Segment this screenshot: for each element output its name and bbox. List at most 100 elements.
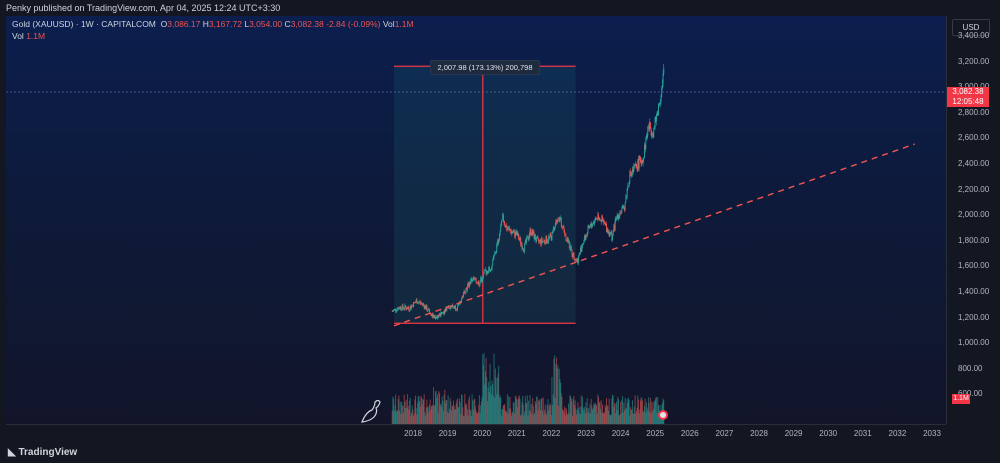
candle-body	[608, 231, 609, 234]
candle-body	[542, 241, 544, 242]
volume-bar	[509, 396, 511, 424]
candle-body	[546, 241, 548, 243]
candle-body	[534, 234, 536, 240]
volume-bar	[568, 403, 570, 424]
volume-bar	[598, 402, 600, 424]
candle-body	[414, 302, 416, 304]
candle-body	[522, 248, 524, 250]
candle-body	[465, 287, 467, 293]
candle-body	[477, 281, 479, 284]
volume-bar	[453, 406, 455, 424]
candle-body	[454, 305, 456, 309]
candle-body	[543, 240, 545, 242]
dino-icon	[361, 399, 381, 423]
volume-bar	[449, 398, 451, 424]
volume-bar	[611, 398, 613, 424]
candle-body	[446, 306, 448, 311]
candle-body	[586, 233, 588, 237]
candle-body	[560, 217, 562, 226]
measure-label[interactable]: 2,007.98 (173.13%) 200,798	[430, 60, 540, 75]
time-axis[interactable]	[6, 424, 946, 443]
candle-body	[602, 216, 604, 221]
volume-bar	[448, 412, 450, 424]
volume-bar	[557, 365, 559, 424]
volume-bar	[484, 384, 486, 424]
candle-body	[584, 235, 586, 241]
candles	[391, 63, 665, 320]
volume-bar	[645, 402, 647, 424]
candle-body	[564, 234, 566, 236]
candle-body	[415, 302, 417, 303]
volume-bar	[441, 396, 443, 424]
candle-body	[588, 225, 590, 228]
candle-body	[427, 310, 429, 312]
candle-body	[644, 144, 645, 158]
volume-bar	[594, 402, 596, 424]
candle-body	[612, 231, 614, 236]
high-label: H	[202, 19, 209, 29]
candle-body	[529, 229, 531, 236]
volume-bar	[444, 403, 446, 424]
volume-bar	[461, 395, 463, 424]
volume-bar	[651, 401, 653, 424]
candle-body	[596, 218, 598, 220]
volume-bar	[518, 396, 520, 424]
currency-button[interactable]: USD	[952, 19, 990, 36]
time-tick-label: 2019	[438, 429, 457, 438]
chart-area[interactable]	[6, 16, 946, 424]
candle-body	[397, 307, 399, 311]
price-axis[interactable]	[946, 16, 1000, 424]
candle-body	[618, 215, 620, 217]
candle-body	[572, 252, 574, 258]
candle-body	[393, 309, 395, 312]
tradingview-logo[interactable]: ◣ TradingView	[8, 447, 77, 458]
volume-bar	[468, 396, 470, 424]
candle-body	[539, 239, 541, 241]
candle-body	[637, 159, 639, 170]
candle-body	[656, 112, 658, 115]
volume-bar	[625, 408, 627, 424]
volume-bar	[501, 409, 503, 424]
volume-bar	[601, 412, 603, 424]
candle-body	[566, 238, 568, 241]
candle-body	[452, 304, 454, 307]
candle-body	[515, 231, 517, 235]
volume-bar	[630, 410, 632, 424]
volume-bar	[594, 404, 596, 424]
candle-body	[470, 278, 472, 284]
volume-bar	[631, 409, 633, 424]
volume-bar	[623, 410, 625, 424]
candle-body	[425, 305, 427, 310]
volume-bar	[488, 381, 490, 424]
candle-body	[554, 223, 556, 227]
symbol-name[interactable]: Gold (XAUUSD) · 1W · CAPITALCOM	[12, 19, 156, 29]
candle-body	[577, 259, 579, 263]
flag-icon[interactable]	[658, 410, 668, 420]
volume-bar	[552, 404, 554, 424]
candle-body	[499, 231, 501, 235]
volume-bar	[610, 414, 612, 424]
price-tick-label: 2,400.00	[958, 158, 990, 168]
candle-body	[501, 219, 503, 221]
volume-bar	[457, 407, 459, 424]
volume-bar	[603, 413, 605, 424]
candle-body	[477, 283, 478, 285]
volume-bar	[608, 398, 610, 424]
volume-bar	[393, 410, 395, 424]
volume-bar	[634, 395, 636, 424]
volume-bar	[522, 396, 524, 424]
volume-bar	[484, 371, 486, 424]
candle-body	[469, 282, 471, 284]
candle-body	[496, 240, 498, 245]
price-tick-label: 3,000.00	[958, 82, 989, 91]
candle-body	[441, 312, 442, 315]
volume-bar	[569, 395, 571, 424]
volume-bar	[605, 398, 607, 424]
candle-body	[661, 83, 663, 89]
candle-body	[473, 278, 475, 280]
time-tick-label: 2022	[542, 429, 561, 438]
volume-bar	[562, 410, 564, 424]
candle-body	[457, 304, 459, 306]
volume-bar	[462, 415, 464, 424]
